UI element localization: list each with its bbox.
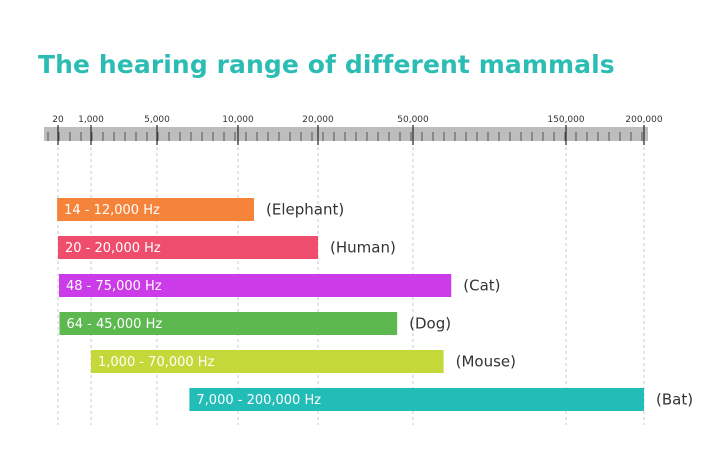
tick-label: 5,000 xyxy=(144,115,170,125)
tick-label: 150,000 xyxy=(547,115,584,125)
range-label: 64 - 45,000 Hz xyxy=(66,317,162,332)
range-label: 7,000 - 200,000 Hz xyxy=(196,393,321,408)
tick-label: 10,000 xyxy=(222,115,254,125)
tick-label: 20 xyxy=(52,115,64,125)
animal-label: (Dog) xyxy=(409,315,451,333)
animal-label: (Human) xyxy=(330,239,396,257)
animal-label: (Cat) xyxy=(463,277,500,295)
bar-dog xyxy=(59,312,398,335)
bar-bat xyxy=(189,388,644,411)
tick-label: 50,000 xyxy=(397,115,429,125)
x-axis: 20 1,000 5,000 10,000 20,000 50,000 150,000 200… xyxy=(44,115,663,145)
bar-cat xyxy=(58,274,452,297)
bar-mouse xyxy=(91,350,444,373)
bar-human xyxy=(58,236,318,259)
chart-title: The hearing range of different mammals xyxy=(38,50,615,79)
animal-label: (Bat) xyxy=(656,391,693,409)
range-label: 1,000 - 70,000 Hz xyxy=(98,355,215,370)
range-label: 14 - 12,000 Hz xyxy=(64,203,160,218)
grid-lines xyxy=(57,141,645,425)
range-label: 20 - 20,000 Hz xyxy=(65,241,161,256)
animal-label: (Elephant) xyxy=(266,201,344,219)
tick-label: 1,000 xyxy=(78,115,104,125)
axis-band xyxy=(44,127,648,141)
tick-label: 200,000 xyxy=(625,115,662,125)
animal-label: (Mouse) xyxy=(456,353,516,371)
bar-elephant xyxy=(57,198,254,221)
tick-label: 20,000 xyxy=(302,115,334,125)
range-label: 48 - 75,000 Hz xyxy=(66,279,162,294)
bars: 14 - 12,000 Hz (Elephant) 20 - 20,000 Hz (H… xyxy=(57,198,693,411)
